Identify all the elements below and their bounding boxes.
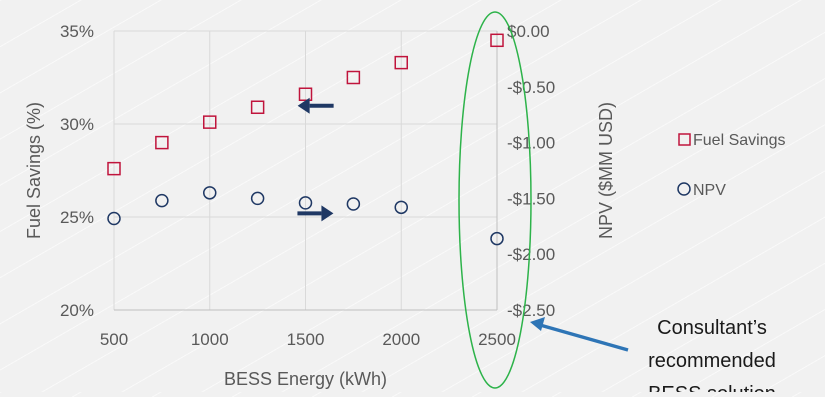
legend-marker-fuel-savings — [678, 133, 691, 146]
annotation-line-1: Consultant’s — [657, 317, 767, 339]
y-tick-label: 20% — [60, 301, 94, 320]
annotation: Consultant’s recommended BESS solution — [530, 317, 776, 392]
x-axis-label: BESS Energy (kWh) — [224, 369, 387, 389]
data-point — [394, 200, 408, 215]
direction-arrowhead — [321, 205, 334, 222]
x-tick-label: 2000 — [382, 330, 420, 349]
data-point — [107, 211, 121, 226]
data-point — [155, 135, 169, 150]
y2-axis-ticks: $0.00-$0.50-$1.00-$1.50-$2.00-$2.50 — [507, 22, 555, 320]
series-fuel-savings — [107, 33, 504, 176]
data-point — [298, 196, 313, 210]
y-tick-label: 25% — [60, 208, 94, 227]
data-point — [203, 186, 217, 200]
data-point — [250, 100, 265, 115]
legend-marker-npv — [677, 182, 691, 196]
y-tick-label: 35% — [60, 22, 94, 41]
data-point — [203, 115, 217, 129]
annotation-arrowhead — [530, 317, 545, 331]
data-point — [155, 193, 169, 208]
x-axis-ticks: 500 1000 1500 2000 2500 — [100, 330, 516, 349]
y2-axis-label: NPV ($MM USD) — [596, 102, 616, 239]
data-point — [250, 191, 265, 206]
direction-arrowhead — [297, 97, 310, 114]
y2-tick-label: -$2.50 — [507, 301, 555, 320]
series — [107, 33, 504, 246]
y-tick-label: 30% — [60, 115, 94, 134]
x-tick-label: 1500 — [287, 330, 325, 349]
axes — [114, 31, 498, 311]
data-point — [490, 33, 504, 48]
annotation-line-3: BESS solution — [648, 383, 776, 392]
data-point — [298, 87, 313, 101]
series-npv — [107, 186, 504, 246]
x-tick-label: 500 — [100, 330, 128, 349]
legend: Fuel Savings NPV — [677, 132, 786, 199]
y-axis-label: Fuel Savings (%) — [24, 102, 44, 239]
legend-label-npv: NPV — [693, 182, 726, 199]
highlight-ellipse — [458, 11, 532, 389]
y2-tick-label: -$0.50 — [507, 78, 555, 97]
direction-arrows — [297, 97, 334, 222]
data-point — [346, 70, 361, 85]
y2-tick-label: -$2.00 — [507, 245, 555, 264]
legend-label-fuel-savings: Fuel Savings — [693, 132, 786, 149]
annotation-line-2: recommended — [648, 350, 776, 372]
data-point — [107, 161, 121, 176]
y2-tick-label: $0.00 — [507, 22, 550, 41]
y-axis-ticks: 20% 25% 30% 35% — [60, 22, 94, 320]
y2-tick-label: -$1.00 — [507, 134, 555, 153]
grid — [113, 30, 498, 310]
annotation-arrow — [539, 323, 629, 352]
data-point — [490, 231, 504, 246]
x-tick-label: 1000 — [191, 330, 229, 349]
data-point — [346, 197, 361, 211]
x-tick-label: 2500 — [478, 330, 516, 349]
data-point — [394, 55, 408, 70]
